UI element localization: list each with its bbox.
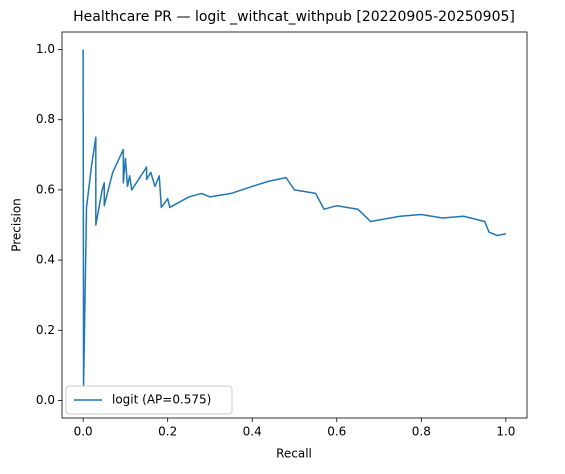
x-tick-label: 0.6 [327, 425, 346, 439]
x-tick-label: 0.0 [74, 425, 93, 439]
chart-title: Healthcare PR — logit _withcat_withpub [… [73, 9, 515, 25]
y-tick-label: 0.0 [36, 393, 55, 407]
x-axis-label: Recall [276, 447, 312, 461]
y-tick-label: 0.2 [36, 323, 55, 337]
y-tick-label: 1.0 [36, 42, 55, 56]
x-tick-label: 0.4 [243, 425, 262, 439]
x-tick-label: 0.8 [412, 425, 431, 439]
y-tick-label: 0.6 [36, 182, 55, 196]
x-tick-label: 1.0 [496, 425, 515, 439]
legend-label: logit (AP=0.575) [112, 393, 211, 407]
axes-frame [61, 31, 528, 419]
y-axis-label: Precision [10, 198, 24, 252]
y-tick-label: 0.8 [36, 112, 55, 126]
y-tick-label: 0.4 [36, 253, 55, 267]
legend-box [65, 385, 233, 415]
pr-curve [82, 49, 507, 388]
x-tick-label: 0.2 [158, 425, 177, 439]
